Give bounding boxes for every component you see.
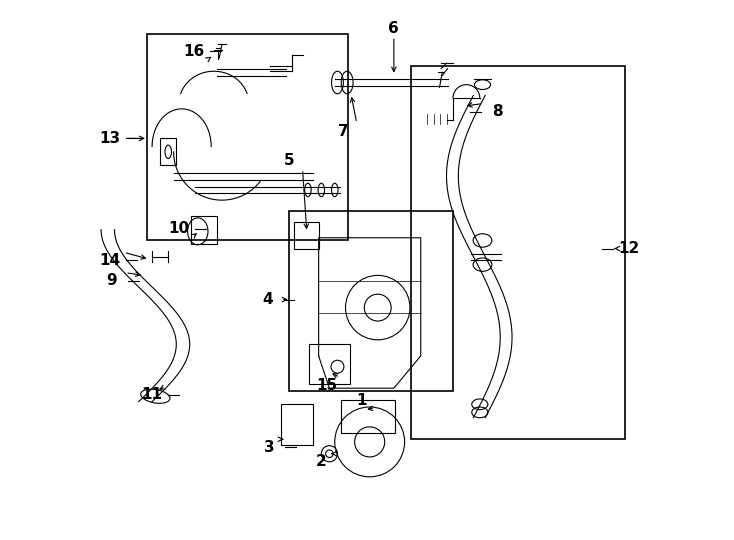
Text: 15: 15 [316, 378, 337, 393]
Text: 10: 10 [168, 221, 189, 236]
Text: 8: 8 [492, 104, 502, 119]
Text: 1: 1 [357, 393, 367, 408]
Text: 6: 6 [388, 21, 399, 36]
Text: 14: 14 [100, 253, 121, 268]
Text: 3: 3 [264, 440, 275, 455]
Bar [411, 66, 625, 439]
Bar [289, 211, 453, 391]
Text: 4: 4 [262, 292, 273, 307]
Text: 16: 16 [184, 44, 205, 59]
Bar [147, 33, 348, 240]
Text: 2: 2 [316, 454, 327, 469]
Text: 9: 9 [106, 273, 117, 288]
Text: 11: 11 [142, 387, 163, 402]
Text: 7: 7 [338, 124, 349, 139]
Text: 12: 12 [619, 241, 640, 256]
Text: 5: 5 [284, 153, 294, 168]
Text: 13: 13 [100, 131, 121, 146]
